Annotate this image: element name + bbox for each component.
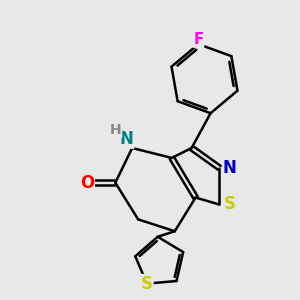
Text: N: N (120, 130, 134, 148)
Text: N: N (223, 159, 237, 177)
Text: F: F (193, 32, 204, 47)
Text: H: H (110, 123, 122, 137)
Text: O: O (80, 174, 94, 192)
Text: S: S (141, 274, 153, 292)
Text: S: S (224, 196, 236, 214)
